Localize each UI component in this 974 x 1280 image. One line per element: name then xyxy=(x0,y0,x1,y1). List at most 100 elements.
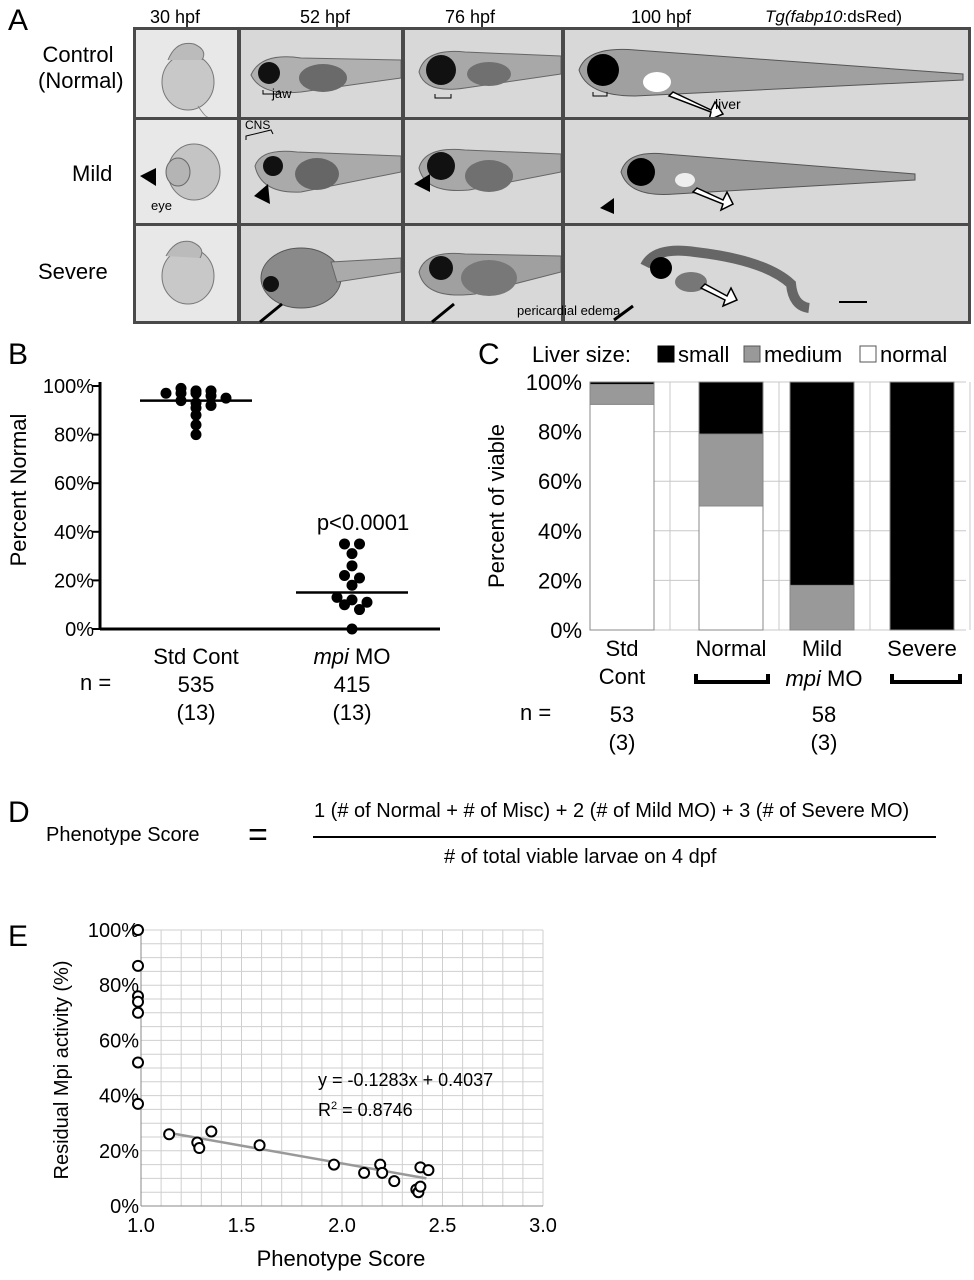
panel-e-point xyxy=(253,1139,266,1152)
panel-b-group-mpi: (13) xyxy=(332,700,371,725)
larva-severe-76hpf-icon xyxy=(418,252,561,296)
arrowhead-icon xyxy=(414,174,430,192)
panel-e-r2: R2 = 0.8746 xyxy=(318,1100,413,1120)
panel-e-point xyxy=(132,1006,144,1019)
panel-e-point xyxy=(414,1180,427,1193)
panel-b-group-std: (13) xyxy=(176,700,215,725)
fraction-bar xyxy=(313,836,936,838)
panel-e-point xyxy=(193,1142,206,1155)
formula-numerator: 1 (# of Normal + # of Misc) + 2 (# of Mi… xyxy=(314,800,910,822)
panel-c-legend-medium: medium xyxy=(764,342,842,367)
row-label-severe: Severe xyxy=(38,259,108,284)
micrograph-severe-76hpf xyxy=(405,226,561,321)
transgene-label: Tg(fabp10:dsRed) xyxy=(765,7,902,27)
panel-c-bar-small xyxy=(589,381,655,385)
panel-b-point-mpi xyxy=(346,579,358,591)
transgene-italic: Tg(fabp10 xyxy=(765,7,843,26)
panel-b-pvalue: p<0.0001 xyxy=(317,510,409,535)
larva-mild-76hpf-icon xyxy=(418,148,561,192)
panel-b-point-mpi xyxy=(354,538,365,550)
panel-e-xlabel: Phenotype Score xyxy=(257,1246,426,1271)
panel-e-xtick-label: 2.5 xyxy=(429,1215,457,1237)
micrograph-severe-52hpf xyxy=(241,226,401,321)
panel-c-cat-std-1: Std xyxy=(605,636,638,661)
panel-b-point-std xyxy=(190,419,202,431)
embryo-severe-30hpf-icon xyxy=(161,240,215,305)
panel-c-letter: C xyxy=(478,338,500,371)
panel-b-category-std-cont: Std Cont xyxy=(153,644,239,669)
stage-30hpf-label: 30 hpf xyxy=(150,7,201,27)
micrograph-severe-30hpf xyxy=(136,226,237,321)
panel-b-point-mpi xyxy=(346,548,358,560)
micrograph-mild-76hpf xyxy=(405,120,561,223)
arrow-icon xyxy=(431,302,455,324)
panel-c-n-label: n = xyxy=(520,700,551,725)
larva-100hpf-icon xyxy=(578,48,964,117)
panel-c-bar-medium xyxy=(789,584,855,631)
panel-c-bar-small xyxy=(889,381,955,631)
panel-c-bar-small xyxy=(698,381,764,435)
legend-swatch-normal xyxy=(859,345,877,363)
panel-b-point-mpi xyxy=(361,596,373,608)
panel-c-cat-severe: Severe xyxy=(887,636,957,661)
panel-b-point-std xyxy=(190,409,202,421)
arrow-icon xyxy=(259,302,283,324)
panel-b-point-mpi xyxy=(354,604,365,616)
panel-c-n-std: 53 xyxy=(610,702,634,727)
annotation-cns: CNS xyxy=(245,118,271,132)
panel-b-point-std xyxy=(220,392,232,404)
panel-c-cat-std-2: Cont xyxy=(599,664,645,689)
panel-c-ytick-label: 0% xyxy=(550,618,582,643)
panel-c-bar-medium xyxy=(589,383,655,405)
panel-e-point xyxy=(205,1125,218,1138)
row-label-control-line1: Control xyxy=(42,42,114,67)
panel-c-n-mpi: 58 xyxy=(812,702,836,727)
panel-c-ytick-label: 60% xyxy=(538,469,582,494)
panel-b-ylabel: Percent Normal xyxy=(6,414,31,567)
panel-e-ytick-label: 100% xyxy=(88,920,139,942)
panel-e-ylabel: Residual Mpi activity (%) xyxy=(51,961,73,1180)
panel-b-point-mpi xyxy=(339,599,350,611)
larva-mild-100hpf-icon xyxy=(620,152,916,212)
panel-c-group-mpi-mo: mpi MO xyxy=(785,666,862,691)
micrograph-control-30hpf xyxy=(136,30,237,117)
stage-76hpf-label: 76 hpf xyxy=(445,7,496,27)
panel-c-ylabel: Percent of viable xyxy=(484,424,509,588)
panel-c-mpi-italic: mpi xyxy=(785,666,822,691)
panel-e-ytick-label: 20% xyxy=(99,1141,139,1163)
panel-e-ytick-label: 0% xyxy=(110,1196,139,1218)
arrow-icon xyxy=(613,304,634,322)
panel-b-point-mpi xyxy=(346,560,358,572)
panel-e-point xyxy=(132,995,144,1008)
panel-e-letter: E xyxy=(8,920,29,953)
panel-c-bracket-right xyxy=(890,674,962,684)
panel-c-ytick-label: 20% xyxy=(538,568,582,593)
panel-c-group-std: (3) xyxy=(609,730,636,755)
larva-mild-52hpf-icon xyxy=(245,129,401,193)
legend-swatch-medium xyxy=(743,345,761,363)
panel-b-category-mpi-mo: mpi MO xyxy=(313,644,390,669)
panel-b-ytick-label: 0% xyxy=(65,619,94,641)
row-label-mild: Mild xyxy=(72,161,113,186)
panel-b-mpi-rest: MO xyxy=(349,644,391,669)
panel-e-point xyxy=(376,1166,389,1179)
larva-severe-52hpf-icon xyxy=(260,247,401,309)
transgene-rest: :dsRed) xyxy=(842,7,903,26)
panel-c-group-mpi: (3) xyxy=(811,730,838,755)
panel-b-n-std: 535 xyxy=(178,672,215,697)
panel-e-xtick-label: 2.0 xyxy=(328,1215,356,1237)
micrograph-control-76hpf xyxy=(405,30,561,117)
stage-52hpf-label: 52 hpf xyxy=(300,7,351,27)
panel-c-cat-normal: Normal xyxy=(696,636,767,661)
panel-b-point-std xyxy=(190,429,202,441)
larva-severe-100hpf-icon xyxy=(640,245,867,313)
row-label-control: Control (Normal) xyxy=(38,42,124,94)
micrograph-mild-52hpf xyxy=(241,120,401,223)
panel-b-ytick-label: 40% xyxy=(54,522,94,544)
panel-e-r2-sup: 2 xyxy=(331,1100,337,1112)
arrowhead-icon xyxy=(600,198,614,214)
larva-52hpf-icon xyxy=(250,56,401,95)
stage-100hpf-label: 100 hpf xyxy=(631,7,692,27)
panel-e-r2-rest: = 0.8746 xyxy=(337,1100,413,1120)
panel-b-point-mpi xyxy=(339,570,350,582)
